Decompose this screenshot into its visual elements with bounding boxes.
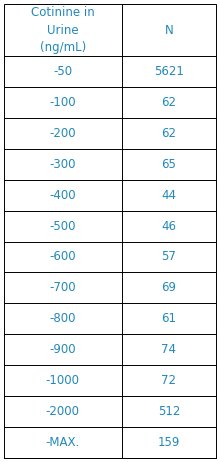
Text: 44: 44	[161, 188, 176, 201]
Text: -900: -900	[50, 343, 76, 356]
Text: 69: 69	[161, 281, 176, 294]
Text: -2000: -2000	[46, 405, 80, 418]
Text: -600: -600	[50, 250, 76, 263]
Text: 57: 57	[161, 250, 176, 263]
Text: 62: 62	[161, 96, 176, 109]
Text: Cotinine in
Urine
(ng/mL): Cotinine in Urine (ng/mL)	[31, 6, 95, 54]
Text: 512: 512	[158, 405, 180, 418]
Text: -MAX.: -MAX.	[46, 436, 80, 449]
Text: -800: -800	[50, 312, 76, 325]
Text: -200: -200	[50, 127, 76, 140]
Text: -300: -300	[50, 158, 76, 171]
Text: 46: 46	[161, 219, 176, 232]
Text: 62: 62	[161, 127, 176, 140]
Text: 65: 65	[161, 158, 176, 171]
Text: -50: -50	[53, 65, 72, 78]
Text: 5621: 5621	[154, 65, 184, 78]
Text: 61: 61	[161, 312, 176, 325]
Text: N: N	[165, 24, 173, 36]
Text: -1000: -1000	[46, 374, 80, 387]
Text: -100: -100	[50, 96, 76, 109]
Text: 72: 72	[161, 374, 176, 387]
Text: -700: -700	[50, 281, 76, 294]
Text: -400: -400	[50, 188, 76, 201]
Text: 159: 159	[158, 436, 180, 449]
Text: 74: 74	[161, 343, 176, 356]
Text: -500: -500	[50, 219, 76, 232]
